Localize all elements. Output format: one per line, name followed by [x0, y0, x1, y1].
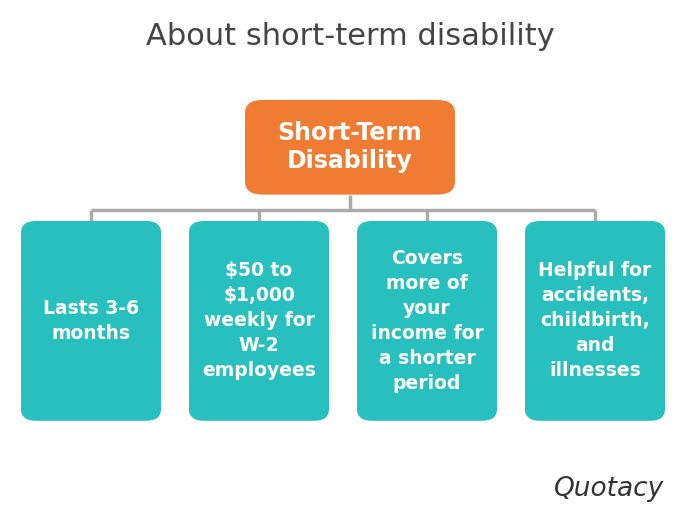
Text: Short-Term
Disability: Short-Term Disability	[278, 122, 422, 173]
Text: Lasts 3-6
months: Lasts 3-6 months	[43, 299, 139, 343]
FancyBboxPatch shape	[525, 221, 665, 421]
Text: $50 to
$1,000
weekly for
W-2
employees: $50 to $1,000 weekly for W-2 employees	[202, 261, 316, 380]
Text: Quotacy: Quotacy	[554, 476, 664, 502]
FancyBboxPatch shape	[357, 221, 497, 421]
Text: About short-term disability: About short-term disability	[146, 22, 554, 52]
FancyBboxPatch shape	[189, 221, 329, 421]
FancyBboxPatch shape	[245, 100, 455, 195]
FancyBboxPatch shape	[21, 221, 161, 421]
Text: Helpful for
accidents,
childbirth,
and
illnesses: Helpful for accidents, childbirth, and i…	[538, 261, 652, 380]
Text: Covers
more of
your
income for
a shorter
period: Covers more of your income for a shorter…	[370, 249, 484, 393]
